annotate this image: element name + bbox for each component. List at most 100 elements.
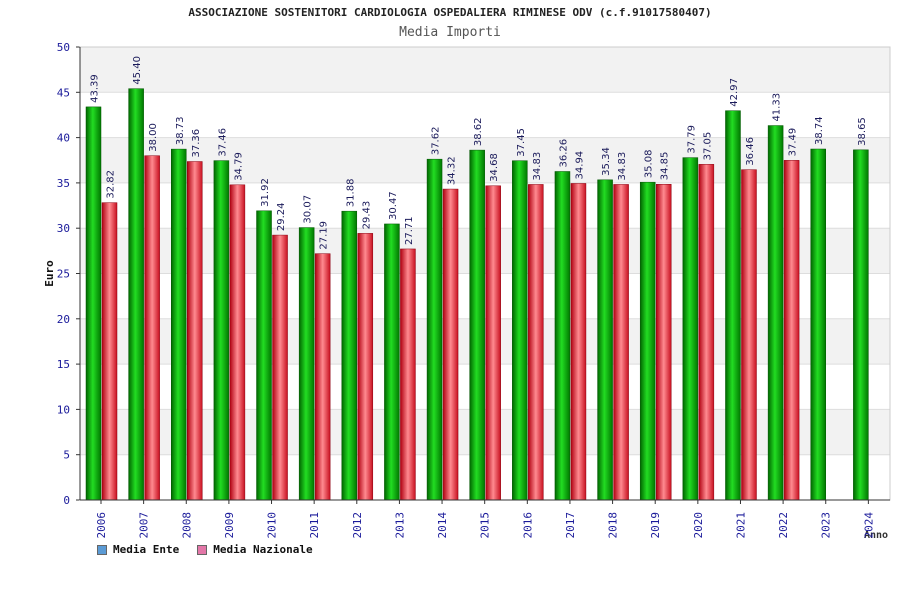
- data-label: 37.46: [217, 128, 228, 157]
- data-label: 36.46: [745, 137, 756, 166]
- data-label: 37.05: [702, 132, 713, 161]
- bar-media-ente-2008: [171, 148, 187, 501]
- bar-media-ente-2021: [725, 110, 741, 501]
- data-label: 29.24: [276, 202, 287, 231]
- data-label: 45.40: [132, 56, 143, 85]
- plot-band: [80, 92, 890, 138]
- data-label: 37.49: [788, 128, 799, 157]
- bar-media-nazionale-2016: [528, 184, 544, 501]
- y-tick-label: 35: [57, 177, 70, 190]
- data-label: 38.62: [473, 117, 484, 146]
- data-label: 34.68: [489, 153, 500, 182]
- y-tick-label: 45: [57, 86, 70, 99]
- legend-swatch-media-nazionale: [197, 544, 208, 555]
- axes: 0 5 10 15 20 25 30 35 40 45 50 Euro Anno 2006 2007 2008…: [43, 41, 891, 541]
- data-label: 34.32: [447, 156, 458, 185]
- bar-media-nazionale-2017: [570, 183, 587, 501]
- data-label: 42.97: [729, 78, 740, 107]
- data-label: 37.45: [516, 128, 527, 157]
- data-label: 38.74: [814, 116, 825, 145]
- y-tick-label: 0: [63, 494, 70, 507]
- data-label: 43.39: [90, 74, 101, 103]
- x-tick-label: 2019: [649, 512, 662, 539]
- x-tick-label: 2013: [393, 512, 406, 539]
- bar-media-ente-2013: [384, 223, 400, 501]
- bar-media-ente-2018: [597, 179, 613, 501]
- x-tick-label: 2016: [521, 512, 534, 539]
- data-label: 27.19: [319, 221, 330, 250]
- data-label: 30.07: [303, 195, 314, 224]
- data-label: 34.79: [233, 152, 244, 181]
- bar-media-ente-2022: [767, 125, 784, 501]
- y-axis-label: Euro: [43, 260, 56, 287]
- x-axis-label: Anno: [864, 530, 888, 541]
- x-tick-label: 2011: [308, 512, 321, 539]
- chart-subtitle: Media Importi: [399, 25, 501, 40]
- x-tick-label: 2010: [266, 512, 279, 539]
- data-label: 30.47: [388, 191, 399, 220]
- x-tick-label: 2007: [138, 512, 151, 539]
- legend-item-media-nazionale: Media Nazionale: [197, 543, 313, 556]
- bar-media-nazionale-2015: [485, 185, 501, 501]
- bar-media-nazionale-2010: [272, 234, 288, 501]
- data-label: 37.36: [191, 129, 202, 158]
- bars: 43.39 32.82 45.40 38.00 38.73 37.36 37.46 34.79…: [85, 56, 869, 501]
- data-label: 34.83: [617, 152, 628, 181]
- bar-media-ente-2024: [853, 149, 869, 501]
- bar-media-nazionale-2014: [442, 188, 459, 501]
- x-tick-label: 2015: [479, 512, 492, 539]
- x-tick-label: 2012: [351, 512, 364, 539]
- x-tick-label: 2021: [734, 512, 747, 539]
- data-label: 37.79: [686, 125, 697, 154]
- bar-media-nazionale-2018: [613, 184, 629, 501]
- y-tick-label: 50: [57, 41, 70, 54]
- data-label: 35.34: [601, 147, 612, 176]
- data-label: 38.65: [857, 117, 868, 146]
- bar-media-ente-2016: [512, 160, 528, 501]
- legend: Media Ente Media Nazionale: [97, 543, 313, 556]
- y-tick-label: 5: [63, 449, 70, 462]
- bar-media-ente-2017: [554, 171, 571, 501]
- x-tick-label: 2017: [564, 512, 577, 539]
- data-label: 34.85: [660, 152, 671, 181]
- chart-title: ASSOCIAZIONE SOSTENITORI CARDIOLOGIA OSP…: [188, 6, 712, 19]
- data-label: 35.08: [644, 150, 655, 179]
- x-tick-label: 2022: [777, 512, 790, 539]
- data-label: 27.71: [404, 216, 415, 245]
- legend-item-media-ente: Media Ente: [97, 543, 179, 556]
- data-label: 31.88: [345, 179, 356, 208]
- data-label: 32.82: [106, 170, 117, 199]
- bar-media-nazionale-2020: [698, 164, 715, 501]
- bar-media-nazionale-2013: [400, 248, 416, 501]
- bar-media-nazionale-2021: [741, 169, 757, 501]
- x-tick-label: 2006: [95, 512, 108, 539]
- bar-media-ente-2006: [85, 106, 102, 501]
- bar-media-nazionale-2006: [101, 202, 118, 501]
- legend-label-media-ente: Media Ente: [113, 543, 180, 556]
- bar-media-nazionale-2007: [144, 155, 160, 501]
- data-label: 29.43: [361, 201, 372, 230]
- data-label: 37.62: [431, 127, 442, 156]
- data-label: 38.73: [175, 116, 186, 145]
- bar-media-nazionale-2008: [187, 161, 203, 501]
- data-label: 34.94: [574, 151, 585, 180]
- x-tick-label: 2009: [223, 512, 236, 539]
- bar-media-ente-2019: [639, 181, 656, 501]
- legend-swatch-media-ente: [97, 544, 107, 555]
- x-tick-label: 2014: [436, 512, 449, 539]
- data-label: 41.33: [772, 93, 783, 122]
- data-label: 38.00: [148, 123, 159, 152]
- bar-media-ente-2007: [128, 88, 144, 501]
- plot-band: [80, 47, 890, 93]
- bar-media-ente-2015: [469, 149, 485, 501]
- data-label: 31.92: [260, 178, 271, 207]
- y-tick-label: 40: [57, 132, 70, 145]
- y-tick-label: 25: [57, 268, 70, 281]
- bar-media-ente-2012: [341, 210, 358, 501]
- bar-media-ente-2023: [810, 148, 826, 501]
- bar-media-nazionale-2019: [655, 184, 672, 501]
- data-label: 34.83: [532, 152, 543, 181]
- y-tick-label: 30: [57, 222, 70, 235]
- y-tick-label: 20: [57, 313, 70, 326]
- x-tick-label: 2018: [607, 512, 620, 539]
